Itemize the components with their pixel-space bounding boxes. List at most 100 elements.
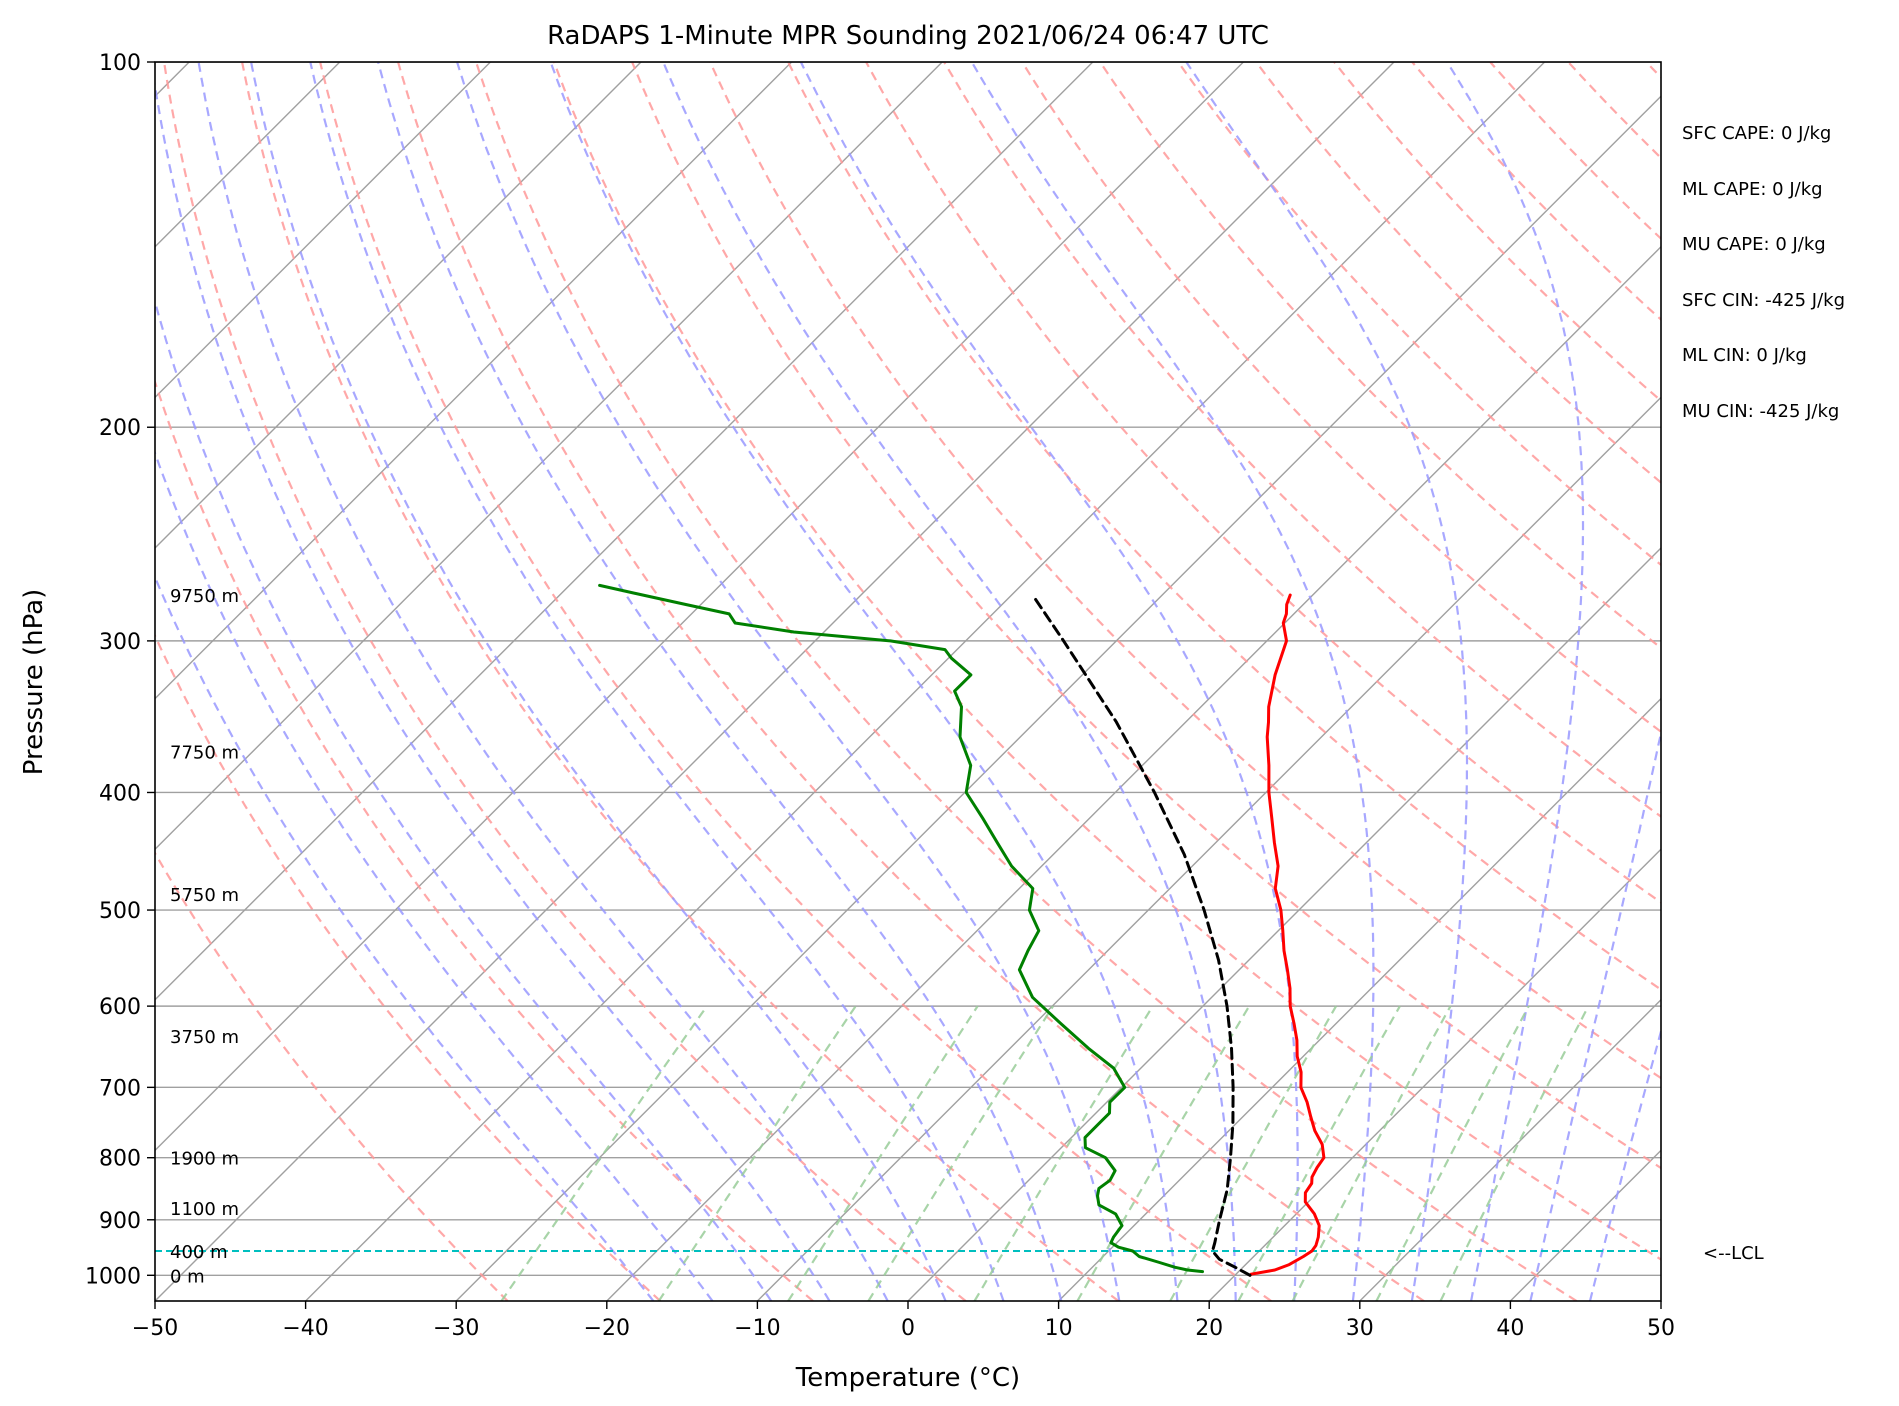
moist-adiabat-line (799, 62, 1299, 1301)
moist-adiabat-line (197, 62, 889, 1301)
x-tick-label-10: 10 (1045, 1316, 1073, 1341)
ml-cin-text: ML CIN: 0 J/kg (1682, 345, 1807, 366)
dry-adiabat-line (155, 633, 662, 1301)
height-label: 400 m (170, 1242, 228, 1263)
y-tick-label-700: 700 (99, 1076, 141, 1101)
y-tick-label-200: 200 (99, 416, 141, 441)
y-axis-label: Pressure (hPa) (19, 589, 49, 776)
x-tick-label-50: 50 (1647, 1316, 1675, 1341)
y-tick-label-1000: 1000 (85, 1264, 141, 1289)
ml-cape-text: ML CAPE: 0 J/kg (1682, 178, 1823, 200)
dry-adiabat-line (631, 62, 1661, 1170)
isotherm-line (907, 547, 1661, 1301)
isotherm-line (155, 62, 491, 399)
moist-adiabat-line (1446, 62, 1585, 1301)
dry-adiabat-line (155, 851, 509, 1301)
moist-adiabat-line (1588, 1027, 1661, 1301)
mixing-ratio-line (1375, 1005, 1530, 1301)
dewpoint-profile-line (598, 583, 1204, 1274)
moist-adiabat-line (377, 62, 1063, 1301)
moist-adiabat-line (1185, 62, 1469, 1301)
mu-cape-text: MU CAPE: 0 J/kg (1682, 234, 1826, 255)
isotherm-line (155, 62, 1244, 1152)
dry-adiabat-line (709, 62, 1661, 1080)
isotherm-line (155, 62, 943, 851)
x-tick-label-minus-30: −30 (433, 1316, 479, 1341)
x-axis-label: Temperature (°C) (795, 1363, 1020, 1393)
height-label: 3750 m (170, 1027, 239, 1048)
isotherm-line (155, 62, 642, 549)
y-tick-label-600: 600 (99, 995, 141, 1020)
x-tick-label-minus-20: −20 (584, 1316, 630, 1341)
x-tick-label-40: 40 (1496, 1316, 1524, 1341)
temperature-profile-line (1248, 593, 1326, 1277)
isotherm-line (1058, 697, 1661, 1301)
height-label: 7750 m (170, 742, 239, 763)
dry-adiabat-line (397, 62, 1425, 1301)
sfc-cape-text: SFC CAPE: 0 J/kg (1682, 123, 1832, 144)
moist-adiabat-line (155, 449, 714, 1301)
isotherm-line (155, 62, 793, 700)
y-tick-label-500: 500 (99, 899, 141, 924)
sfc-cin-text: SFC CIN: -425 J/kg (1682, 289, 1845, 311)
dry-adiabat-line (787, 62, 1661, 991)
x-tick-label-minus-40: −40 (282, 1316, 328, 1341)
x-tick-label-minus-10: −10 (734, 1316, 780, 1341)
isotherm-line (606, 245, 1661, 1301)
height-label: 1100 m (170, 1199, 239, 1220)
isotherm-line (1208, 848, 1661, 1301)
grid-layer (155, 62, 1661, 1301)
moist-adiabat-line (456, 62, 1121, 1301)
dry-adiabat-line (1411, 62, 1661, 322)
moist-adiabat-line (970, 62, 1375, 1301)
data-layer (155, 583, 1661, 1277)
moist-adiabat-line (155, 297, 773, 1301)
isotherm-line (455, 95, 1661, 1301)
mixing-ratio-line (867, 1005, 1055, 1301)
isotherm-line (155, 62, 1094, 1001)
moist-adiabat-line (155, 79, 831, 1301)
mixing-ratio-line (500, 1005, 708, 1301)
dry-adiabat-line (319, 62, 1272, 1301)
height-label: 5750 m (170, 885, 239, 906)
moist-adiabat-line (662, 62, 1237, 1301)
dry-adiabat-line (553, 62, 1661, 1261)
mixing-ratio-line (787, 1005, 979, 1301)
chart-title: RaDAPS 1-Minute MPR Sounding 2021/06/24 … (547, 21, 1269, 51)
height-label: 1900 m (170, 1149, 239, 1170)
moist-adiabat-line (1529, 727, 1661, 1301)
tick-layer: −50 −40 −30 −20 −10 0 10 20 30 40 50 100 200 300 400 50… (85, 51, 1675, 1341)
moist-adiabat-line (309, 62, 1005, 1301)
parcel-path-profile-line (1031, 593, 1252, 1277)
dry-adiabat-line (865, 62, 1661, 904)
isotherm-line (155, 62, 1395, 1301)
dry-adiabat-line (241, 62, 1120, 1301)
x-tick-label-minus-50: −50 (132, 1316, 178, 1341)
y-tick-label-100: 100 (99, 51, 141, 76)
moist-adiabat-line (549, 62, 1179, 1301)
dry-adiabat-line (943, 62, 1661, 818)
dry-adiabat-line (155, 378, 814, 1301)
mixing-ratio-line (1439, 1005, 1590, 1301)
y-tick-label-300: 300 (99, 630, 141, 655)
mixing-ratio-line (1291, 1005, 1452, 1301)
mixing-ratio-line (657, 1005, 857, 1301)
x-tick-label-20: 20 (1195, 1316, 1223, 1341)
x-tick-label-30: 30 (1346, 1316, 1374, 1341)
stability-indices: SFC CAPE: 0 J/kg ML CAPE: 0 J/kg MU CAPE… (1682, 106, 1845, 439)
dry-adiabat-line (1177, 62, 1661, 567)
height-label: 0 m (170, 1266, 205, 1287)
moist-adiabat-line (250, 62, 947, 1301)
height-label: 9750 m (170, 586, 239, 607)
y-tick-label-900: 900 (99, 1209, 141, 1234)
label-layer: 0 m 400 m 1100 m 1900 m 3750 m 5750 m 7750 m 97… (170, 586, 239, 1287)
x-tick-label-0: 0 (901, 1316, 915, 1341)
dry-adiabat-line (1021, 62, 1661, 734)
isotherm-line (305, 62, 1546, 1301)
dry-adiabat-line (475, 62, 1578, 1301)
y-tick-label-800: 800 (99, 1147, 141, 1172)
isotherm-line (1359, 998, 1661, 1301)
mu-cin-text: MU CIN: -425 J/kg (1682, 400, 1840, 422)
